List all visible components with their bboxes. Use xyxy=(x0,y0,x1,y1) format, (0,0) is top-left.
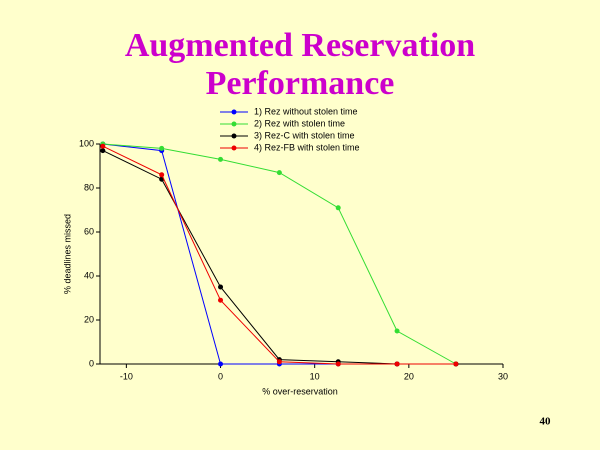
y-tick-label: 0 xyxy=(89,358,94,368)
x-tick-label: 10 xyxy=(310,371,320,381)
legend-label: 2) Rez with stolen time xyxy=(254,118,345,128)
legend-marker xyxy=(231,121,237,127)
legend-label: 1) Rez without stolen time xyxy=(254,106,358,116)
x-axis-label: % over-reservation xyxy=(262,386,338,396)
series-marker xyxy=(394,328,400,334)
y-tick-label: 60 xyxy=(84,226,94,236)
series-marker xyxy=(453,361,459,367)
x-tick-label: -10 xyxy=(120,371,133,381)
series-marker xyxy=(100,148,106,154)
series-marker xyxy=(218,284,224,290)
y-tick-label: 20 xyxy=(84,314,94,324)
page-number: 40 xyxy=(540,416,552,428)
legend-label: 4) Rez-FB with stolen time xyxy=(254,142,360,152)
legend-marker xyxy=(231,109,237,115)
x-tick-label: 30 xyxy=(498,371,508,381)
series-marker xyxy=(100,143,106,149)
series-marker xyxy=(218,361,224,367)
x-tick-label: 0 xyxy=(218,371,223,381)
legend-label: 3) Rez-C with stolen time xyxy=(254,130,355,140)
x-tick-label: 20 xyxy=(404,371,414,381)
legend-marker xyxy=(231,133,237,139)
y-tick-label: 40 xyxy=(84,270,94,280)
y-axis-label: % deadlines missed xyxy=(62,214,72,294)
series-marker xyxy=(394,361,400,367)
y-tick-label: 80 xyxy=(84,182,94,192)
series-marker xyxy=(218,156,224,162)
series-marker xyxy=(159,172,165,178)
series-marker xyxy=(218,297,224,303)
series-marker xyxy=(276,170,282,176)
legend-marker xyxy=(231,145,237,151)
series-marker xyxy=(335,361,341,367)
series-marker xyxy=(276,359,282,365)
series-marker xyxy=(335,205,341,211)
y-tick-label: 100 xyxy=(79,138,94,148)
slide-title: Augmented Reservation Performance xyxy=(125,27,475,102)
series-marker xyxy=(159,145,165,151)
